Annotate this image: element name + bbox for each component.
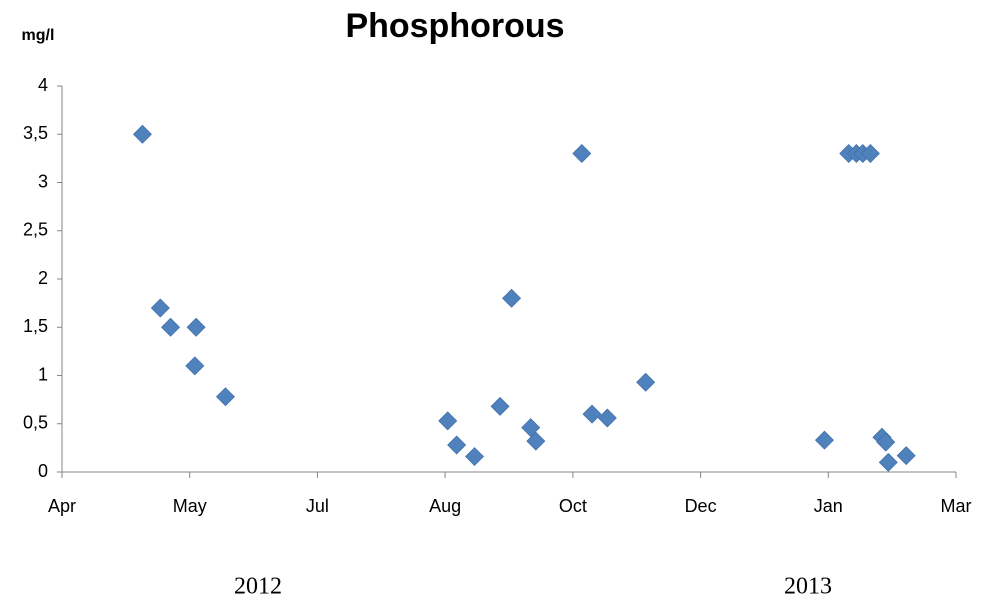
data-point bbox=[572, 144, 592, 164]
y-tick-label: 2 bbox=[38, 268, 48, 288]
y-tick-label: 3,5 bbox=[23, 123, 48, 143]
data-point bbox=[447, 435, 467, 455]
year-label: 2013 bbox=[784, 574, 832, 600]
chart-title: Phosphorous bbox=[345, 7, 564, 45]
data-point bbox=[438, 411, 458, 431]
data-point bbox=[150, 298, 170, 318]
data-point bbox=[490, 396, 510, 416]
data-point bbox=[185, 356, 205, 376]
data-point bbox=[636, 372, 656, 392]
y-tick-label: 0 bbox=[38, 461, 48, 481]
x-tick-label: Dec bbox=[685, 496, 717, 516]
x-tick-label: Mar bbox=[941, 496, 972, 516]
x-tick-label: Aug bbox=[429, 496, 461, 516]
data-point bbox=[161, 317, 181, 337]
y-tick-label: 1 bbox=[38, 364, 48, 384]
year-label: 2012 bbox=[234, 574, 282, 600]
data-point bbox=[597, 408, 617, 428]
data-point bbox=[878, 452, 898, 472]
data-point bbox=[215, 387, 235, 407]
data-point bbox=[860, 144, 880, 164]
data-point bbox=[521, 418, 541, 438]
y-tick-label: 2,5 bbox=[23, 220, 48, 240]
y-tick-label: 0,5 bbox=[23, 413, 48, 433]
data-point bbox=[465, 447, 485, 467]
x-tick-label: Apr bbox=[48, 496, 76, 516]
y-tick-label: 4 bbox=[38, 75, 48, 95]
data-point bbox=[582, 404, 602, 424]
x-tick-label: Jan bbox=[814, 496, 843, 516]
y-tick-label: 3 bbox=[38, 171, 48, 191]
data-point bbox=[132, 124, 152, 144]
data-point bbox=[186, 317, 206, 337]
x-tick-label: Oct bbox=[559, 496, 587, 516]
data-point bbox=[814, 430, 834, 450]
data-point bbox=[876, 432, 896, 452]
x-tick-label: May bbox=[173, 496, 207, 516]
y-tick-label: 1,5 bbox=[23, 316, 48, 336]
data-point bbox=[896, 446, 916, 466]
y-axis-label: mg/l bbox=[22, 27, 55, 44]
data-point bbox=[526, 431, 546, 451]
x-tick-label: Jul bbox=[306, 496, 329, 516]
data-point bbox=[502, 288, 522, 308]
